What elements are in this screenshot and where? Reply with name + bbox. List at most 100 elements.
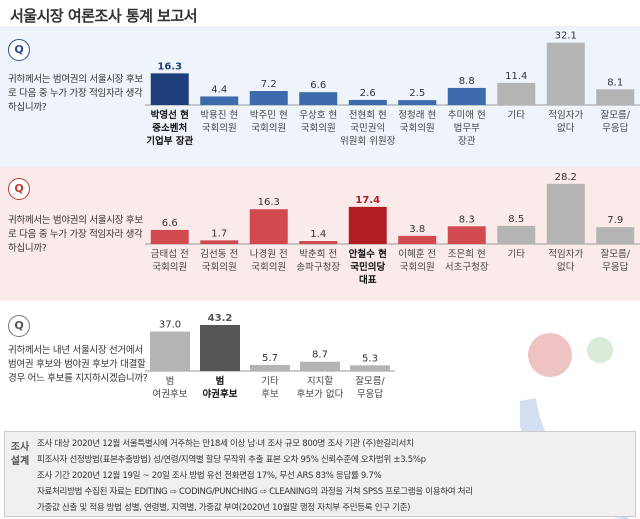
value-label: 5.3 bbox=[362, 353, 378, 364]
category-label: 무응답 bbox=[602, 122, 628, 134]
question-2-text: 귀하께서는 범야권의 서울시장 후보로 다음 중 누가 가장 적임자라 생각하십… bbox=[8, 215, 143, 254]
value-label: 32.1 bbox=[555, 31, 577, 42]
bar bbox=[350, 365, 390, 371]
bar bbox=[348, 206, 387, 244]
value-label: 1.4 bbox=[310, 229, 326, 240]
value-label: 8.3 bbox=[459, 214, 475, 225]
category-label: 여권후보 bbox=[153, 388, 188, 400]
value-label: 2.6 bbox=[360, 88, 376, 99]
method-line: 가중값 산출 및 적용 방법 성별, 연령별, 지역별, 가중값 부여(2020… bbox=[37, 503, 411, 513]
question-1-icon: Q bbox=[8, 39, 30, 61]
value-label: 16.3 bbox=[157, 61, 182, 72]
category-label: 국회의원 bbox=[202, 123, 237, 134]
value-label: 8.8 bbox=[459, 76, 475, 87]
bar bbox=[447, 226, 486, 244]
category-label: 없다 bbox=[557, 122, 575, 134]
category-label: 지지할 bbox=[307, 376, 333, 387]
bar bbox=[299, 241, 338, 244]
bar bbox=[200, 96, 239, 105]
category-label: 무응답 bbox=[357, 388, 383, 400]
bar bbox=[447, 87, 486, 105]
category-label: 국회의원 bbox=[152, 262, 187, 273]
category-label: 기타 bbox=[508, 110, 526, 121]
bar bbox=[546, 42, 585, 105]
bar bbox=[150, 331, 190, 371]
category-label: 국회의원 bbox=[251, 262, 286, 273]
category-label: 서초구청장 bbox=[445, 262, 489, 273]
category-label: 국회의원 bbox=[202, 262, 237, 273]
value-label: 6.6 bbox=[162, 218, 178, 229]
category-label: 박춘희 전 bbox=[299, 249, 337, 260]
value-label: 28.2 bbox=[555, 172, 577, 183]
category-label: 잘모름/ bbox=[601, 248, 631, 260]
survey-method-box: 조사 설계 조사 대상 2020년 12월 서울특별시에 거주하는 만18세 이… bbox=[4, 431, 636, 517]
method-title: 조사 설계 bbox=[10, 442, 30, 467]
question-2-icon: Q bbox=[8, 178, 30, 200]
bar bbox=[200, 240, 239, 244]
method-line: 조사 대상 2020년 12월 서울특별시에 거주하는 만18세 이상 남·녀 … bbox=[37, 439, 414, 449]
category-label: 전현희 현 bbox=[349, 110, 387, 121]
value-label: 1.7 bbox=[211, 228, 227, 239]
method-line: 피조사자 선정방법(표본추출방법) 성/연령/지역별 할당 무작위 추출 표본 … bbox=[37, 455, 426, 465]
value-label: 17.4 bbox=[355, 195, 380, 206]
category-label: 금태섭 전 bbox=[151, 249, 189, 260]
value-label: 8.7 bbox=[312, 350, 328, 361]
value-label: 2.5 bbox=[409, 88, 425, 99]
value-label: 7.9 bbox=[607, 215, 623, 226]
value-label: 6.6 bbox=[310, 80, 326, 91]
category-label: 후보 bbox=[261, 389, 279, 400]
bar bbox=[398, 100, 437, 105]
bar bbox=[299, 92, 338, 105]
category-label: 기타 bbox=[261, 376, 279, 387]
bar bbox=[497, 82, 536, 105]
category-label: 법무부 bbox=[454, 123, 480, 134]
category-label: 기업부 장관 bbox=[146, 135, 193, 147]
value-label: 5.7 bbox=[262, 353, 278, 364]
category-label: 위원회 위원장 bbox=[340, 135, 396, 147]
category-label: 국민의당 bbox=[350, 261, 385, 273]
value-label: 7.2 bbox=[261, 79, 277, 90]
bar bbox=[546, 183, 585, 244]
category-label: 없다 bbox=[557, 261, 575, 273]
category-label: 범 bbox=[166, 376, 175, 387]
value-label: 16.3 bbox=[258, 197, 280, 208]
category-label: 안철수 현 bbox=[349, 248, 387, 260]
value-label: 8.5 bbox=[508, 214, 524, 225]
bar bbox=[250, 364, 290, 371]
bar bbox=[249, 91, 288, 105]
category-label: 이혜훈 전 bbox=[398, 248, 436, 260]
value-label: 3.8 bbox=[409, 224, 425, 235]
value-label: 11.4 bbox=[505, 71, 527, 82]
category-label: 추미애 현 bbox=[448, 110, 486, 121]
bar bbox=[348, 99, 387, 105]
bar bbox=[249, 209, 288, 244]
value-label: 4.4 bbox=[211, 84, 227, 95]
method-line: 조사 기간 2020년 12월 19일 ~ 20일 조사 방법 유선 전화면접 … bbox=[37, 471, 382, 481]
category-label: 송파구청장 bbox=[296, 262, 340, 273]
category-label: 적임자가 bbox=[548, 109, 583, 121]
value-label: 37.0 bbox=[159, 320, 181, 331]
category-label: 조은희 현 bbox=[448, 249, 486, 260]
category-label: 정청래 현 bbox=[398, 110, 436, 121]
category-label: 적임자가 bbox=[548, 248, 583, 260]
page-title: 서울시장 여론조사 통계 보고서 bbox=[10, 7, 198, 25]
question-3-icon: Q bbox=[8, 315, 30, 337]
category-label: 박용진 현 bbox=[200, 110, 238, 121]
bar bbox=[398, 235, 437, 244]
method-line: 자료처리방법 수집된 자료는 EDITING ⇨ CODING/PUNCHING… bbox=[37, 487, 473, 497]
category-label: 잘모름/ bbox=[601, 109, 631, 121]
category-label: 대표 bbox=[359, 274, 377, 286]
question-1-text: 귀하께서는 범여권의 서울시장 후보로 다음 중 누가 가장 적임자라 생각하십… bbox=[8, 74, 143, 113]
category-label: 장관 bbox=[458, 136, 476, 147]
bar bbox=[300, 361, 340, 371]
category-label: 국민권익 bbox=[350, 122, 385, 134]
bar bbox=[497, 225, 536, 244]
category-label: 국회의원 bbox=[400, 123, 435, 134]
bar bbox=[150, 73, 189, 105]
category-label: 나경원 전 bbox=[250, 248, 288, 260]
category-label: 국회의원 bbox=[400, 262, 435, 273]
bar bbox=[150, 229, 189, 244]
